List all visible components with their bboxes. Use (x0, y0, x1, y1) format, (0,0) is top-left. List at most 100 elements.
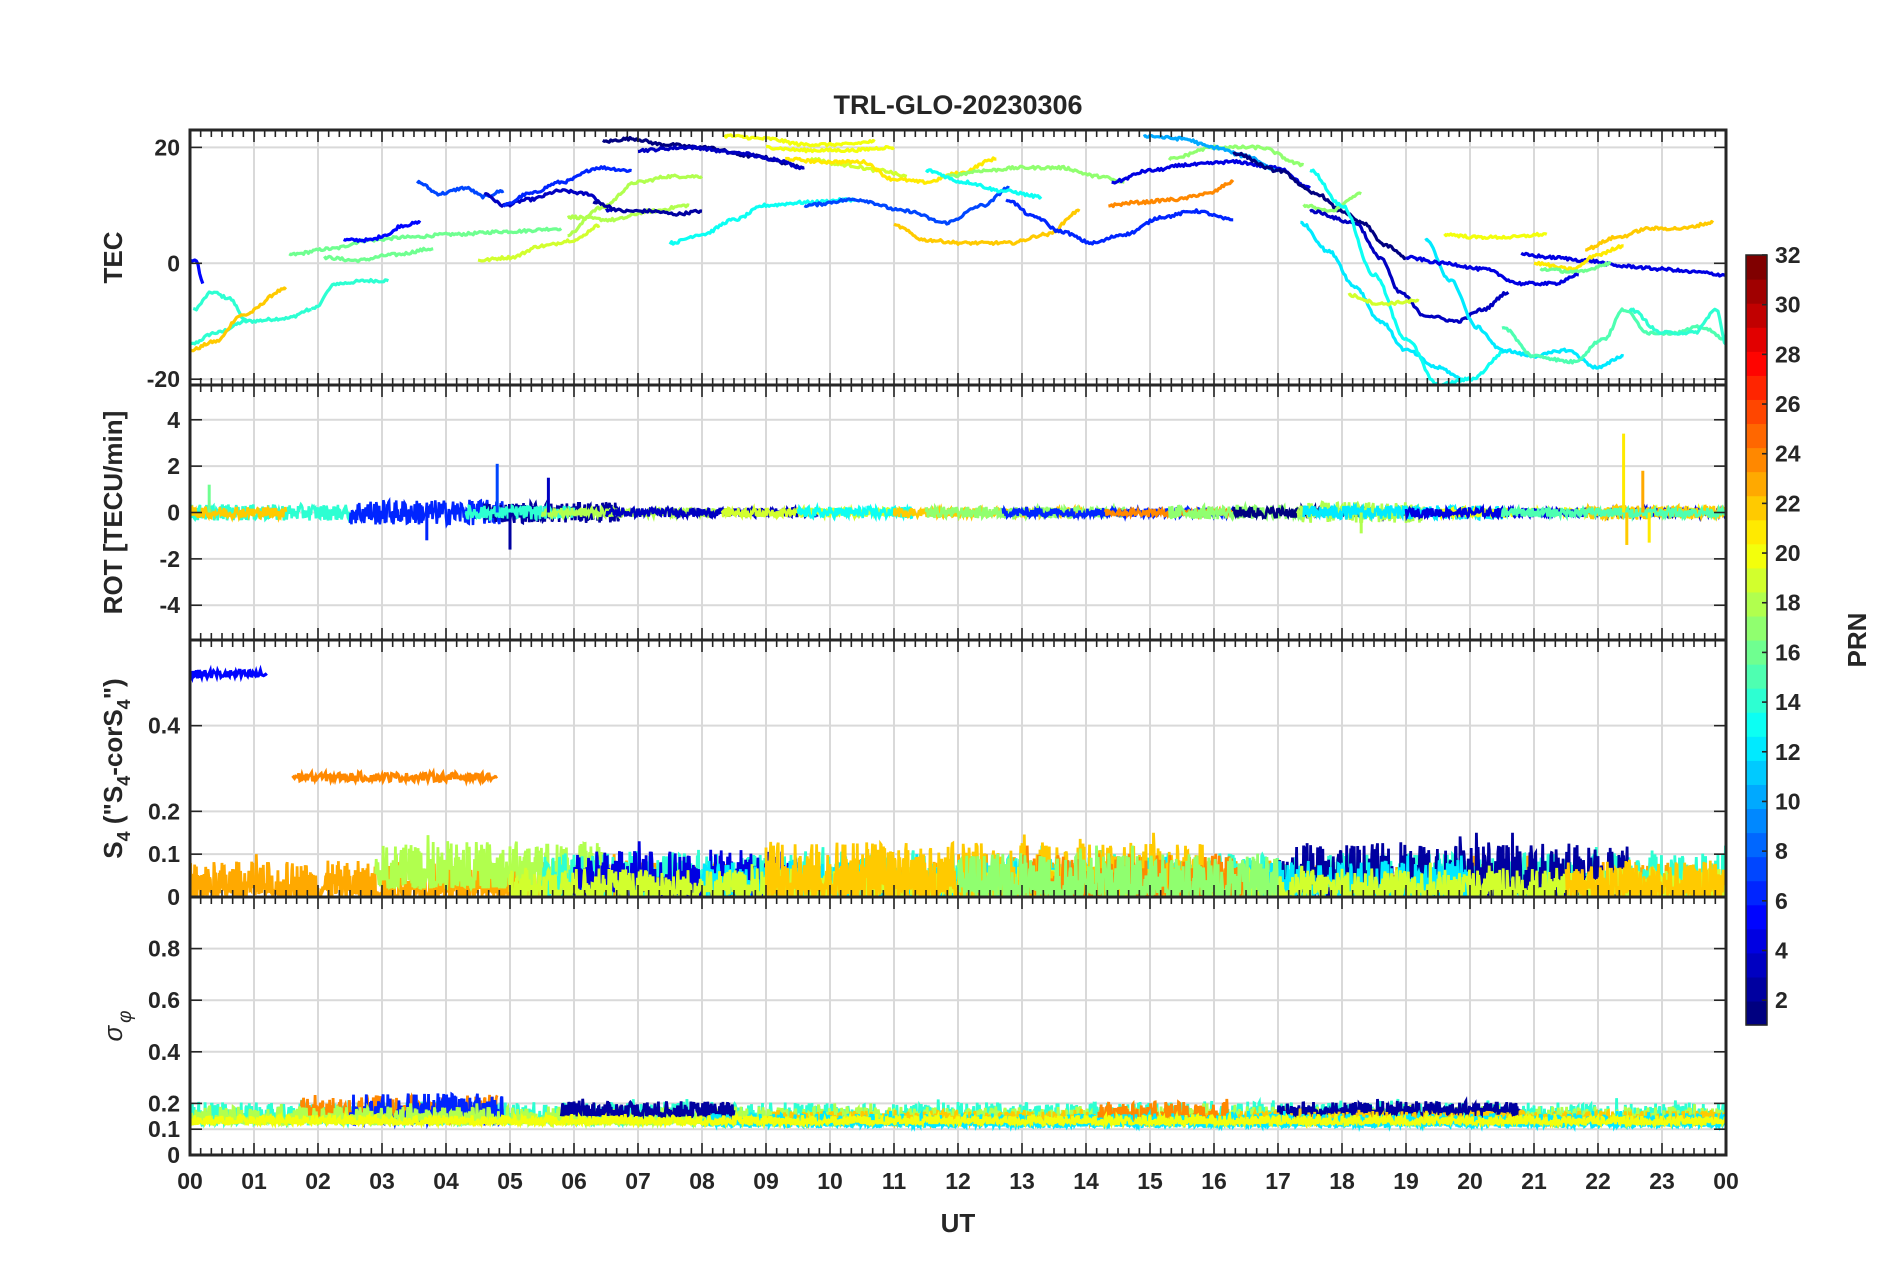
rot-series-prn-15 (1500, 503, 1726, 523)
panel-tec: -20 0 20 TEC (98, 128, 1728, 392)
colorbar-tick-label: 18 (1775, 590, 1801, 616)
colorbar-cell (1746, 591, 1767, 617)
colorbar-cell (1746, 519, 1767, 545)
tec-series-prn-20 (765, 144, 895, 154)
tec-series-prn-2 (592, 200, 703, 217)
colorbar-cell (1746, 303, 1767, 328)
colorbar-cell (1746, 976, 1767, 1002)
colorbar-cell (1746, 928, 1767, 954)
x-tick-label: 00 (1713, 1168, 1739, 1194)
y-tick-label-rot: 4 (167, 407, 180, 433)
x-tick-label: 09 (753, 1168, 779, 1194)
tec-series-prn-4 (1520, 251, 1726, 278)
y-tick-label-sigma: 0.1 (148, 1116, 180, 1142)
colorbar-cell (1746, 375, 1767, 400)
x-tick-label: 19 (1393, 1168, 1419, 1194)
y-tick-label-tec: 20 (154, 134, 180, 160)
colorbar-cell (1746, 279, 1767, 304)
tec-series-prn-16 (323, 246, 434, 264)
x-tick-label: 05 (497, 1168, 523, 1194)
y-tick-label-rot: 2 (167, 453, 180, 479)
colorbar-cell (1746, 543, 1767, 569)
tec-series-prn-1 (1232, 151, 1407, 261)
tec-series-prn-22 (893, 208, 1081, 246)
y-axis-label-sigma: σφ (98, 1010, 136, 1041)
x-tick-label: 14 (1073, 1168, 1099, 1194)
panel-sigma: 00.10.2 0.4 0.6 0.8 σφ (98, 895, 1728, 1168)
tec-series-prn-4 (1405, 254, 1579, 287)
x-tick-label: 04 (433, 1168, 459, 1194)
data-tec (190, 133, 1726, 385)
s4-plateau-prn-5 (190, 664, 268, 684)
x-tick-label: 22 (1585, 1168, 1611, 1194)
colorbar-cell (1746, 904, 1767, 930)
colorbar-cell (1746, 447, 1767, 473)
colorbar-cell (1746, 351, 1767, 376)
tec-series-prn-10 (1142, 133, 1279, 173)
rot-series-prn-18 (540, 504, 717, 523)
y-tick-label-sigma: 0 (167, 1142, 180, 1168)
tec-series-prn-17 (944, 164, 1125, 184)
tec-series-prn-6 (1005, 198, 1234, 246)
colorbar-tick-label: 22 (1775, 490, 1801, 516)
panel-s4: 0 0.1 0.2 0.4 S4 ("S4-corS4") (98, 638, 1728, 910)
colorbar-cell (1746, 1000, 1767, 1026)
ticks-tec (189, 130, 1727, 385)
x-tick-label: 16 (1201, 1168, 1227, 1194)
y-tick-label-s4: 0.1 (148, 841, 180, 867)
y-tick-label-tec: -20 (147, 366, 180, 392)
data-rot (190, 433, 1726, 550)
colorbar-cell (1746, 712, 1767, 737)
colorbar-cell (1746, 567, 1767, 593)
y-tick-label-rot: -2 (160, 546, 180, 572)
colorbar-tick-label: 14 (1775, 689, 1801, 715)
chart-title: TRL-GLO-20230306 (833, 90, 1082, 120)
ticks-sigma (189, 897, 1727, 1156)
y-tick-label-s4: 0.4 (148, 713, 180, 739)
colorbar-tick-label: 26 (1775, 391, 1801, 417)
colorbar-tick-label: 30 (1775, 292, 1801, 318)
tec-series-prn-12 (1424, 237, 1625, 370)
x-tick-label: 21 (1521, 1168, 1547, 1194)
colorbar-cell (1746, 615, 1767, 641)
tec-series-prn-14 (1628, 307, 1726, 346)
tec-series-prn-14 (190, 307, 312, 346)
data-sigma (190, 1091, 1726, 1133)
x-tick-label: 12 (945, 1168, 971, 1194)
colorbar-tick-label: 2 (1775, 987, 1788, 1013)
ticks-rot (189, 385, 1727, 640)
tec-series-prn-21 (785, 156, 997, 185)
tec-series-prn-7 (803, 185, 1010, 226)
sigma-series-prn-20 (190, 1109, 1726, 1130)
tec-series-prn-14 (192, 290, 249, 323)
y-tick-label-rot: 0 (167, 500, 180, 526)
colorbar-tick-label: 20 (1775, 540, 1801, 566)
tec-series-prn-3 (1309, 208, 1510, 324)
tec-series-prn-14 (310, 278, 389, 311)
colorbar-cell (1746, 688, 1767, 713)
x-tick-label: 18 (1329, 1168, 1355, 1194)
y-axis-label-s4: S4 ("S4-corS4") (98, 678, 134, 858)
x-tick-label: 17 (1265, 1168, 1291, 1194)
x-tick-label: 23 (1649, 1168, 1675, 1194)
x-tick-label: 20 (1457, 1168, 1483, 1194)
colorbar-tick-label: 12 (1775, 739, 1801, 765)
colorbar-cell (1746, 399, 1767, 425)
y-tick-label-sigma: 0.4 (148, 1039, 180, 1065)
rot-series-prn-6 (348, 497, 505, 529)
y-axis-label-rot: ROT [TECU/min] (98, 411, 128, 615)
x-tick-label: 01 (241, 1168, 267, 1194)
colorbar-cell (1746, 664, 1767, 689)
tec-series-prn-21 (1533, 244, 1624, 272)
tec-series-prn-6 (502, 165, 632, 208)
y-axis-label-tec: TEC (98, 231, 128, 283)
tec-series-prn-20 (723, 133, 876, 148)
colorbar-cell (1746, 423, 1767, 449)
rot-series-prn-22 (190, 504, 288, 523)
colorbar-frame (1745, 254, 1768, 1026)
tec-series-prn-17 (1167, 144, 1305, 168)
x-tick-label: 15 (1137, 1168, 1163, 1194)
x-tick-label: 13 (1009, 1168, 1035, 1194)
